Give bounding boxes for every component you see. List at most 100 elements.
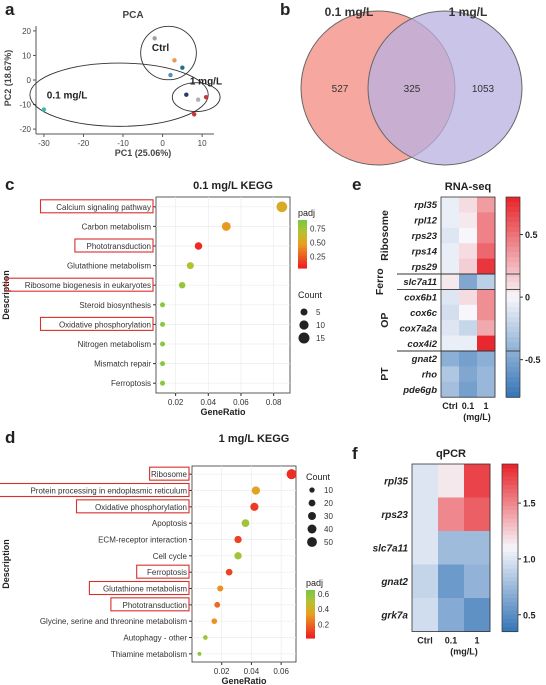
colorbar-step xyxy=(502,543,518,549)
x-tick-label: 0.04 xyxy=(244,667,260,676)
gene-label: rps23 xyxy=(381,510,408,521)
colorbar-frame xyxy=(501,463,519,632)
pca-chart: PCA PC1 (25.06%) PC2 (18.67%) -30 -20 -10 0… xyxy=(3,10,222,158)
pathway-label: ECM-receptor interaction xyxy=(98,536,187,545)
panel-label-d: d xyxy=(5,428,16,447)
colorbar-step xyxy=(506,207,520,213)
x-tick-label: 0.02 xyxy=(168,398,184,407)
highlight-box xyxy=(0,482,190,498)
pca-point xyxy=(203,94,209,100)
heatmap-cell xyxy=(412,598,439,632)
x-tick-label: -10 xyxy=(117,139,129,148)
colorbar-step xyxy=(502,535,518,540)
x-tick-label: 0.08 xyxy=(266,398,282,407)
colorbar-step xyxy=(506,227,520,233)
colorbar-step xyxy=(506,342,520,348)
color-legend-label: 0.25 xyxy=(310,253,326,262)
y-axis-label: PC2 (18.67%) xyxy=(3,50,13,107)
color-legend-label: 0.50 xyxy=(310,239,326,248)
pathway-label: Oxidative phosphorylation xyxy=(59,320,151,329)
venn-set-label-1: 1 mg/L xyxy=(449,5,488,19)
pca-point xyxy=(184,92,189,97)
size-legend-label: 40 xyxy=(324,525,333,534)
color-legend-step xyxy=(298,222,307,225)
pathway-dot xyxy=(221,221,231,231)
color-legend-step xyxy=(298,260,307,263)
colorbar-step xyxy=(506,237,520,243)
gene-label: gnat2 xyxy=(411,354,438,365)
heatmap-cell xyxy=(464,598,491,632)
pca-point xyxy=(152,36,157,41)
colorbar-step xyxy=(502,489,518,494)
color-legend-step xyxy=(298,234,307,237)
color-legend-step xyxy=(306,632,315,635)
x-tick-label: 0.06 xyxy=(233,398,249,407)
panel-label-c: c xyxy=(5,175,15,194)
highlight-box xyxy=(88,580,190,596)
color-legend-step xyxy=(298,262,307,265)
colorbar-step xyxy=(506,277,520,283)
highlight-box xyxy=(5,277,154,292)
color-legend-step xyxy=(298,256,307,259)
colorbar-label: 0.5 xyxy=(525,230,538,240)
color-legend-label: 0.6 xyxy=(318,590,330,599)
color-legend-step xyxy=(306,608,315,611)
colorbar-step xyxy=(506,317,520,323)
pathway-dot xyxy=(225,568,233,576)
qpcr-heatmap: qPCR rpl35 rps23 slc7a11 gnat2 grk7a Ctrl 0.1 1(… xyxy=(373,448,536,657)
heatmap-cell xyxy=(441,320,460,336)
chart-title: qPCR xyxy=(436,448,466,460)
size-legend-dot xyxy=(309,487,315,493)
color-legend-step xyxy=(306,618,315,621)
colorbar-label: 0.5 xyxy=(523,610,536,620)
colorbar-label: 1.5 xyxy=(523,499,536,509)
colorbar-step xyxy=(506,392,520,398)
pathway-dot xyxy=(160,361,166,367)
heatmap-cell xyxy=(459,304,478,321)
pca-point xyxy=(172,58,177,63)
panel-label-a: a xyxy=(5,0,15,19)
color-legend-step xyxy=(298,242,307,245)
gene-label: gnat2 xyxy=(380,577,408,588)
gene-label: pde6gb xyxy=(402,385,437,396)
pathway-dot xyxy=(194,242,203,250)
colorbar-step xyxy=(506,287,520,293)
colorbar-step xyxy=(506,372,520,378)
color-legend-step xyxy=(298,240,307,243)
pathway-dot xyxy=(178,281,186,289)
colorbar-label: -0.5 xyxy=(525,355,541,365)
color-legend-title: padj xyxy=(298,208,315,218)
kegg-dotplot-1: 1 mg/L KEGG 0.02 0.04 0.06 GeneRatio Descript… xyxy=(0,433,333,685)
heatmap-cell xyxy=(441,258,460,275)
colorbar-step xyxy=(506,362,520,368)
colorbar-step xyxy=(502,522,518,528)
color-legend-step xyxy=(298,244,307,247)
heatmap-cell xyxy=(441,366,460,383)
pathway-dot xyxy=(203,635,208,640)
colorbar-step xyxy=(506,382,520,388)
group-label: PT xyxy=(379,367,391,381)
colorbar-step xyxy=(506,202,520,208)
color-legend-step xyxy=(306,616,315,619)
color-legend-label: 0.2 xyxy=(318,620,330,629)
gene-label: rpl12 xyxy=(414,216,437,227)
heatmap-cell xyxy=(477,289,496,306)
colorbar-step xyxy=(506,212,520,218)
colorbar-step xyxy=(506,257,520,263)
pathway-label: Glutathione metabolism xyxy=(67,262,151,271)
size-legend-label: 50 xyxy=(324,538,333,547)
color-legend-step xyxy=(298,238,307,241)
heatmap-cell xyxy=(477,227,496,244)
venn-count-overlap: 325 xyxy=(404,84,421,95)
color-legend-step xyxy=(298,220,307,223)
color-legend-title: padj xyxy=(306,578,323,588)
heatmap-cell xyxy=(477,197,496,213)
colorbar-step xyxy=(502,581,518,587)
colorbar-step xyxy=(506,312,520,318)
color-legend-step xyxy=(306,636,315,639)
colorbar-step xyxy=(506,242,520,248)
heatmap-cell xyxy=(412,464,439,498)
gene-label: grk7a xyxy=(380,610,408,621)
group-label: Ribosome xyxy=(379,210,391,261)
color-legend-step xyxy=(298,266,307,269)
